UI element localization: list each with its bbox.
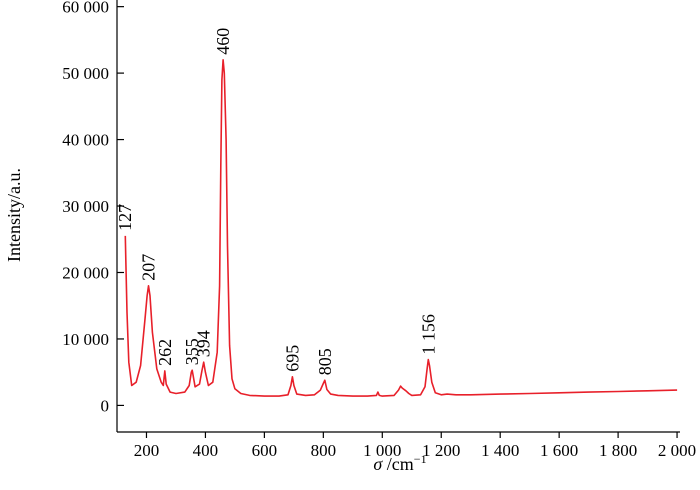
x-tick-label: 2 000 — [658, 441, 696, 460]
y-tick-label: 30 000 — [62, 197, 109, 216]
y-tick-label: 10 000 — [62, 330, 109, 349]
peak-label: 394 — [194, 330, 214, 357]
peak-label: 355 — [182, 338, 202, 365]
x-tick-label: 400 — [193, 441, 219, 460]
x-axis-symbol: σ — [373, 454, 383, 474]
spectrum-line — [124, 58, 678, 397]
peak-label: 460 — [213, 28, 233, 55]
x-tick-label: 600 — [252, 441, 278, 460]
x-ticks: 200 400 600 800 1 000 1 200 1 400 1 600 1 800 2 0… — [134, 432, 696, 460]
x-tick-label: 1 400 — [481, 441, 519, 460]
y-tick-label: 40 000 — [62, 131, 109, 150]
peak-label: 1 156 — [418, 314, 438, 355]
peak-label: 262 — [155, 339, 175, 366]
x-axis-unit: /cm — [382, 454, 414, 474]
peak-label: 127 — [115, 204, 135, 231]
y-tick-label: 0 — [101, 396, 110, 415]
axes — [116, 0, 680, 433]
x-tick-label: 1 600 — [540, 441, 578, 460]
x-tick-label: 200 — [134, 441, 160, 460]
y-tick-label: 50 000 — [62, 64, 109, 83]
x-axis-title: σ /cm−1 — [373, 452, 426, 474]
y-tick-label: 20 000 — [62, 263, 109, 282]
y-axis-title: Intensity/a.u. — [4, 168, 24, 262]
peak-label: 805 — [315, 348, 335, 375]
y-tick-label: 60 000 — [62, 0, 109, 17]
peak-label: 207 — [139, 254, 159, 281]
x-tick-label: 1 000 — [363, 441, 401, 460]
x-tick-label: 800 — [311, 441, 337, 460]
x-tick-label: 1 200 — [422, 441, 460, 460]
series-layer — [124, 58, 678, 397]
x-axis-unit-exponent: −1 — [414, 452, 427, 466]
x-tick-label: 1 800 — [599, 441, 637, 460]
y-ticks: 0 10 000 20 000 30 000 40 000 50 000 60 000 — [62, 0, 124, 415]
peak-label: 695 — [282, 345, 302, 372]
